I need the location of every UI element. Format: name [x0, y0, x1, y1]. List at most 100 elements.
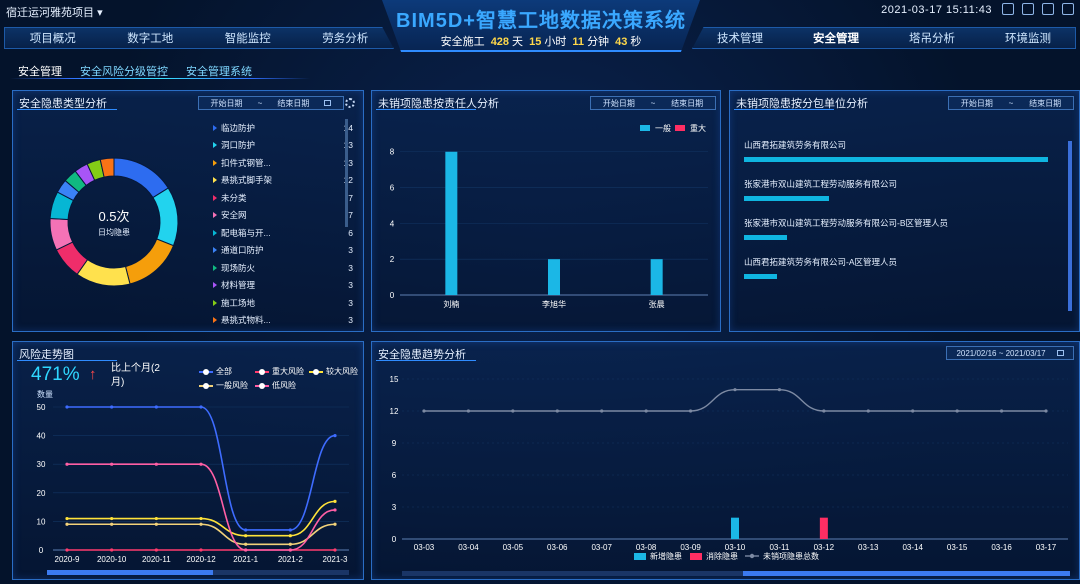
- donut-slice: [99, 157, 115, 178]
- horizontal-scrollbar[interactable]: [47, 570, 349, 575]
- project-name: 宿迁运河雅苑项目: [6, 7, 94, 19]
- date-range-picker[interactable]: 开始日期 ~ 结束日期: [590, 96, 716, 110]
- horizontal-scrollbar[interactable]: [402, 571, 1070, 576]
- x-tick-label: 03-04: [458, 543, 479, 552]
- y-tick-label: 0: [392, 535, 397, 544]
- data-point: [288, 542, 292, 546]
- scrollbar[interactable]: [345, 119, 348, 227]
- x-tick-label: 03-14: [902, 543, 923, 552]
- item-value: 7: [348, 210, 353, 221]
- data-point: [288, 528, 292, 532]
- nav-item-safety-management[interactable]: 安全管理: [813, 33, 859, 45]
- nav-item-labor-analysis[interactable]: 劳务分析: [322, 33, 369, 45]
- caret-icon: [213, 142, 217, 149]
- bar: [548, 259, 560, 295]
- breadcrumb-safety[interactable]: 安全管理: [18, 66, 62, 78]
- data-point: [65, 405, 69, 409]
- nav-right: 技术管理 安全管理 塔吊分析 环境监测: [692, 27, 1076, 49]
- item-label: 悬挑式脚手架: [221, 175, 273, 186]
- date-range-picker[interactable]: 开始日期 ~ 结束日期: [198, 96, 344, 110]
- home-icon[interactable]: [1002, 3, 1014, 15]
- item-value: 13: [343, 157, 353, 168]
- legend-item[interactable]: 一般风险: [199, 380, 248, 391]
- item-label: 未分类: [221, 192, 247, 203]
- legend-label: 新增隐患: [650, 551, 682, 561]
- data-point: [199, 516, 203, 521]
- breadcrumb-risk-control[interactable]: 安全风险分级管控: [80, 66, 168, 78]
- settings-icon[interactable]: [1042, 3, 1054, 15]
- list-item[interactable]: 洞口防护 13: [213, 137, 353, 155]
- bar: [650, 259, 663, 295]
- nav-item-smart-monitoring[interactable]: 智能监控: [224, 33, 271, 45]
- panel-risk-trend: 风险走势图 471% ↑ 比上个月(2月) 数量 全部 重大风险 较大风险 一般风险 低…: [12, 341, 364, 580]
- quantity-label: 数量: [37, 390, 53, 399]
- daily-avg-label: 日均隐患: [98, 228, 130, 237]
- legend-item[interactable]: 重大风险: [255, 366, 304, 377]
- data-point: [154, 405, 158, 409]
- bar: [445, 151, 458, 295]
- y-tick-label: 0: [39, 546, 44, 555]
- data-point: [866, 409, 870, 413]
- fullscreen-icon[interactable]: [1062, 3, 1074, 15]
- x-tick-label: 2020-9: [55, 555, 80, 564]
- nav-item-tower-crane[interactable]: 塔吊分析: [909, 33, 955, 45]
- list-item[interactable]: 悬挑式物料... 3: [213, 312, 353, 330]
- item-label: 配电箱与开...: [221, 227, 271, 238]
- current-datetime: 2021-03-17 15:11:43: [881, 4, 992, 16]
- legend-label: 一般风险: [216, 381, 248, 390]
- breadcrumb-safety-system[interactable]: 安全管理系统: [186, 66, 252, 78]
- data-point: [244, 534, 248, 538]
- item-value: 7: [348, 192, 353, 203]
- nav-item-environment[interactable]: 环境监测: [1005, 33, 1051, 45]
- list-item[interactable]: 材料管理 3: [213, 277, 353, 295]
- x-tick-label: 03-17: [1036, 543, 1057, 552]
- list-item[interactable]: 通道口防护 3: [213, 242, 353, 260]
- nav-item-tech-management[interactable]: 技术管理: [717, 33, 763, 45]
- list-item[interactable]: 悬挑式脚手架 12: [213, 172, 353, 190]
- list-item[interactable]: 未分类 7: [213, 189, 353, 207]
- list-item[interactable]: 扣件式钢管... 13: [213, 154, 353, 172]
- legend-item[interactable]: 全部: [199, 366, 232, 377]
- data-point: [600, 409, 604, 413]
- date-range-picker[interactable]: 2021/02/16 ~ 2021/03/17: [946, 346, 1074, 360]
- legend-item[interactable]: 低风险: [255, 380, 296, 391]
- y-tick-label: 20: [37, 489, 46, 498]
- item-value: 12: [343, 175, 353, 186]
- date-range-picker[interactable]: 开始日期 ~ 结束日期: [948, 96, 1074, 110]
- date-separator: ~: [1008, 98, 1014, 108]
- series-line: [66, 523, 336, 546]
- data-point: [110, 548, 114, 552]
- list-item[interactable]: 安全网 7: [213, 207, 353, 225]
- gear-icon[interactable]: [345, 98, 355, 108]
- item-value: 3: [348, 315, 353, 326]
- list-item[interactable]: 施工场地 3: [213, 294, 353, 312]
- list-item[interactable]: 配电箱与开... 6: [213, 224, 353, 242]
- title-frame: [382, 0, 700, 52]
- scrollbar[interactable]: [1068, 141, 1072, 311]
- hazard-type-list: 临边防护 14 洞口防护 13 扣件式钢管... 13 悬挑式脚手架 12 未分类 7 安全网 7 配电…: [213, 119, 353, 329]
- nav-item-project-overview[interactable]: 项目概况: [29, 33, 76, 45]
- x-tick-label: 03-15: [947, 543, 968, 552]
- nav-item-digital-site[interactable]: 数字工地: [127, 33, 174, 45]
- y-tick-label: 15: [390, 375, 399, 384]
- data-point: [244, 542, 248, 546]
- safe-hours: 15: [529, 36, 542, 48]
- subcontractor-label: 山西君拓建筑劳务有限公司-A区管理人员: [744, 257, 898, 267]
- list-item[interactable]: 现场防火 3: [213, 259, 353, 277]
- x-tick-label: 张晨: [649, 300, 665, 309]
- list-item[interactable]: 临边防护 14: [213, 119, 353, 137]
- data-point: [955, 409, 959, 413]
- data-point: [288, 548, 292, 552]
- y-tick-label: 3: [392, 503, 397, 512]
- data-point: [333, 548, 337, 552]
- data-point: [154, 548, 158, 552]
- data-point: [733, 388, 737, 392]
- caret-icon: [213, 317, 217, 324]
- message-icon[interactable]: [1022, 3, 1034, 15]
- legend-item[interactable]: 较大风险: [309, 366, 358, 377]
- safe-prefix: 安全施工: [440, 36, 485, 48]
- project-selector[interactable]: 宿迁运河雅苑项目 ▾: [6, 4, 103, 20]
- data-point: [333, 508, 337, 512]
- y-tick-label: 12: [390, 407, 399, 416]
- x-tick-label: 03-07: [591, 543, 612, 552]
